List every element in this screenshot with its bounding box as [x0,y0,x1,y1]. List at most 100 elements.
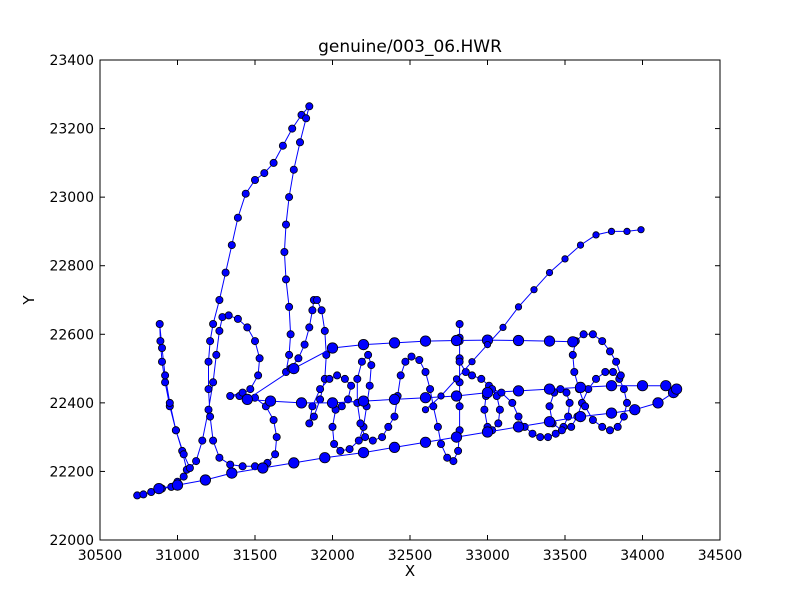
data-point [619,412,628,421]
data-point [605,407,618,419]
data-point [281,275,290,284]
data-point [206,412,215,421]
data-point [153,482,165,495]
data-point [157,343,166,352]
x-tick-label: 33500 [543,548,588,564]
data-point [226,391,235,400]
data-point [155,319,164,328]
data-point [278,141,287,150]
data-point [238,388,247,397]
data-point [260,169,269,178]
data-point [209,378,218,387]
data-point [204,405,213,414]
data-point [401,357,410,366]
data-point [171,479,184,491]
y-tick-label: 22000 [49,533,94,549]
data-point [545,268,554,277]
data-point [221,268,230,277]
data-point [233,314,242,323]
data-point [616,371,625,380]
data-point [419,392,432,404]
data-point [250,337,259,346]
data-point [455,402,464,411]
data-point [241,393,253,405]
data-point [514,303,523,311]
chart-title: genuine/003_06.HWR [318,37,502,57]
data-point [481,386,494,399]
data-point [396,371,405,380]
data-point [224,311,233,320]
x-axis: 30500 31000 31500 32000 32500 33000 33500 34000… [78,60,742,564]
y-axis-label: Y [20,295,38,306]
data-point [305,102,314,111]
data-point [333,371,342,380]
data-point [426,385,435,394]
data-point [557,426,566,435]
data-point [325,374,334,383]
data-point [605,380,618,392]
data-point [421,367,430,376]
data-point [233,213,242,222]
data-point [543,383,556,395]
data-point [319,452,331,464]
data-point [543,335,556,347]
data-point [450,431,463,443]
data-point [226,467,238,479]
data-point [567,336,579,348]
data-point [161,378,170,387]
x-tick-label: 32500 [388,548,433,564]
data-point [343,395,352,404]
y-tick-label: 23400 [49,53,94,69]
data-point [443,453,452,462]
data-point [367,361,376,370]
data-point [543,416,556,428]
data-point [227,241,236,250]
data-point [215,453,224,462]
data-point [384,422,393,431]
x-tick-label: 32000 [310,548,355,564]
data-point [357,357,366,366]
data-point [660,380,672,392]
data-point [368,436,377,445]
data-point [579,330,588,339]
data-point [316,385,325,394]
x-axis-label: X [405,562,415,580]
data-point [365,381,374,390]
data-point [433,422,442,431]
data-point [536,433,545,442]
data-point [530,286,538,294]
data-point [212,350,221,359]
data-point [353,374,362,383]
y-tick-label: 22200 [49,464,94,480]
data-point [512,385,525,397]
data-point [551,429,560,438]
data-point [308,306,317,315]
data-point [598,337,607,346]
data-point [347,381,356,390]
data-point [171,426,180,435]
x-tick-label: 31500 [233,548,278,564]
data-point [312,295,321,304]
data-point [286,330,295,339]
data-point [305,419,314,428]
y-tick-label: 23000 [49,190,94,206]
data-point [179,472,188,481]
data-point [567,422,576,431]
data-point [165,398,174,407]
data-point [192,457,201,466]
y-tick-label: 23200 [49,122,94,138]
data-point [670,383,683,395]
data-point [215,295,224,304]
data-point [320,326,329,335]
data-point [336,446,345,455]
data-point [497,388,506,397]
data-point [480,405,489,414]
data-point [305,323,314,332]
data-point [561,255,569,263]
data-point [483,340,492,349]
data-point [637,226,645,234]
data-point [243,323,252,332]
data-point [269,415,278,424]
data-point [295,138,304,147]
